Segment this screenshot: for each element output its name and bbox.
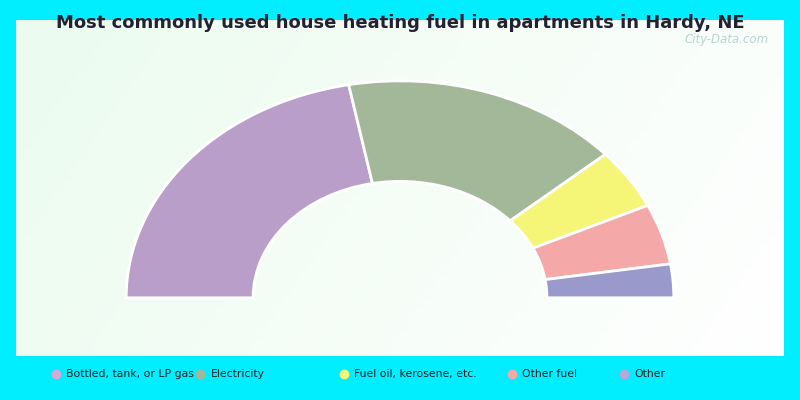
Text: Other: Other — [634, 369, 666, 378]
Text: Electricity: Electricity — [210, 369, 264, 378]
Wedge shape — [545, 264, 674, 298]
Wedge shape — [533, 206, 670, 280]
Wedge shape — [126, 85, 373, 298]
Wedge shape — [349, 81, 606, 221]
Wedge shape — [510, 154, 648, 248]
Text: Bottled, tank, or LP gas: Bottled, tank, or LP gas — [66, 369, 194, 378]
Text: Other fuel: Other fuel — [522, 369, 578, 378]
Text: Fuel oil, kerosene, etc.: Fuel oil, kerosene, etc. — [354, 369, 477, 378]
Text: City-Data.com: City-Data.com — [685, 34, 769, 46]
Text: Most commonly used house heating fuel in apartments in Hardy, NE: Most commonly used house heating fuel in… — [56, 14, 744, 32]
